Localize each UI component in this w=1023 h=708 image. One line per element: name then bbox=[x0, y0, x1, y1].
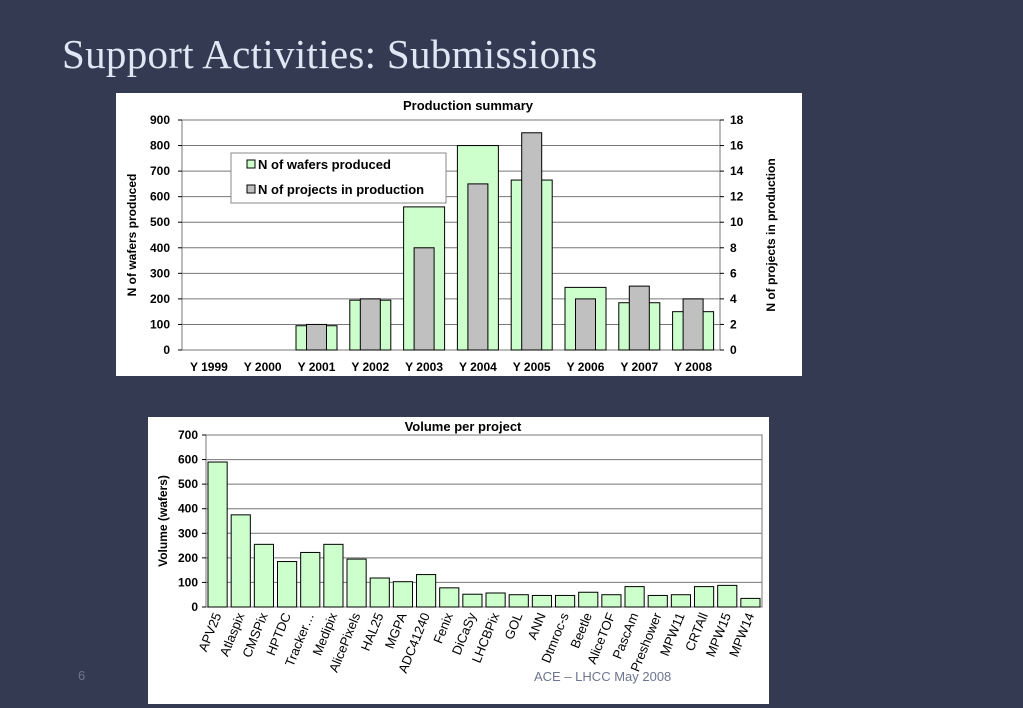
plot-area bbox=[205, 434, 763, 608]
y2-tick-label: 12 bbox=[730, 190, 744, 204]
y2-axis-label: N of projects in production bbox=[764, 158, 778, 311]
projects-bar bbox=[467, 183, 489, 351]
volume-bar bbox=[717, 584, 738, 608]
volume-bar bbox=[647, 594, 668, 608]
chart-title: Production summary bbox=[403, 98, 534, 113]
y-tick-label: 100 bbox=[178, 575, 198, 589]
legend-label-wafers: N of wafers produced bbox=[258, 157, 391, 172]
y-tick-label: 100 bbox=[150, 317, 170, 331]
y2-tick-label: 14 bbox=[730, 164, 744, 178]
x-category-label: Y 2000 bbox=[244, 360, 282, 374]
x-category-label: Y 2002 bbox=[351, 360, 389, 374]
y-tick-label: 300 bbox=[178, 526, 198, 540]
projects-bar bbox=[682, 298, 704, 351]
y-tick-label: 300 bbox=[150, 266, 170, 280]
y-tick-label: 600 bbox=[178, 453, 198, 467]
volume-bar bbox=[323, 543, 344, 608]
legend: N of wafers produced N of projects in pro… bbox=[230, 152, 447, 204]
y2-tick-label: 0 bbox=[730, 343, 737, 357]
y-tick-label: 600 bbox=[150, 190, 170, 204]
volume-bar bbox=[462, 593, 483, 608]
y2-tick-label: 8 bbox=[730, 241, 737, 255]
x-category-label: Y 2004 bbox=[459, 360, 497, 374]
projects-bar bbox=[575, 298, 596, 351]
volume-bar bbox=[740, 597, 761, 608]
x-category-label: Y 2006 bbox=[567, 360, 605, 374]
y-axis-label: N of wafers produced bbox=[125, 174, 139, 297]
production-summary: Production summary0100200300400500600700… bbox=[116, 93, 802, 376]
y-tick-label: 0 bbox=[191, 600, 198, 614]
x-category-label: Y 2007 bbox=[620, 360, 658, 374]
y-tick-label: 400 bbox=[178, 502, 198, 516]
volume-bar bbox=[508, 594, 529, 608]
projects-bar bbox=[628, 285, 650, 351]
chart-title: Volume per project bbox=[405, 419, 522, 434]
projects-bar bbox=[359, 298, 381, 351]
legend-label-projects: N of projects in production bbox=[258, 182, 424, 197]
projects-bar bbox=[413, 247, 435, 351]
projects-bar bbox=[306, 323, 327, 351]
y2-tick-label: 18 bbox=[730, 113, 744, 127]
volume-bar bbox=[230, 514, 251, 608]
y-axis-label: Volume (wafers) bbox=[156, 475, 170, 567]
x-category-label: Y 2005 bbox=[513, 360, 551, 374]
y-tick-label: 700 bbox=[178, 428, 198, 442]
y2-tick-label: 2 bbox=[730, 317, 737, 331]
y-tick-label: 700 bbox=[150, 164, 170, 178]
volume-bar bbox=[300, 551, 321, 608]
footer-text: ACE – LHCC May 2008 bbox=[534, 669, 672, 684]
legend-box bbox=[230, 152, 447, 204]
volume-bar bbox=[277, 561, 298, 608]
y2-tick-label: 10 bbox=[730, 215, 744, 229]
x-category-label: Y 2001 bbox=[298, 360, 336, 374]
x-category-label: Y 1999 bbox=[190, 360, 228, 374]
slide-title: Support Activities: Submissions bbox=[62, 31, 598, 77]
x-category-label: Y 2003 bbox=[405, 360, 443, 374]
volume-bar bbox=[555, 594, 576, 608]
volume-bar bbox=[207, 461, 228, 608]
volume-bar bbox=[485, 592, 506, 608]
volume-bar bbox=[369, 577, 390, 608]
y-tick-label: 900 bbox=[150, 113, 170, 127]
volume-per-project: Volume per project 0 100 200 300 400 500 600 700… bbox=[148, 417, 769, 704]
y-tick-label: 800 bbox=[150, 139, 170, 153]
volume-bar bbox=[392, 581, 414, 608]
volume-bar bbox=[601, 594, 622, 608]
page-number: 6 bbox=[78, 668, 86, 683]
y2-tick-label: 6 bbox=[730, 266, 737, 280]
y-tick-label: 0 bbox=[163, 343, 170, 357]
y-tick-label: 200 bbox=[150, 292, 170, 306]
y2-tick-label: 16 bbox=[730, 139, 744, 153]
x-category-label: Y 2008 bbox=[674, 360, 712, 374]
legend-swatch-projects bbox=[246, 184, 256, 194]
volume-bar bbox=[694, 586, 715, 608]
y-tick-label: 500 bbox=[150, 215, 170, 229]
volume-bar bbox=[624, 586, 645, 608]
volume-bar bbox=[346, 558, 367, 608]
volume-bar bbox=[578, 591, 599, 608]
volume-bar bbox=[670, 594, 691, 608]
volume-bar bbox=[416, 574, 437, 608]
y2-tick-label: 4 bbox=[730, 292, 737, 306]
volume-bar bbox=[531, 594, 552, 608]
y-tick-label: 500 bbox=[178, 477, 198, 491]
y-tick-label: 400 bbox=[150, 241, 170, 255]
volume-bar bbox=[439, 587, 460, 608]
projects-bar bbox=[521, 132, 543, 351]
volume-bar bbox=[253, 543, 274, 608]
y-tick-label: 200 bbox=[178, 551, 198, 565]
legend-swatch-wafers bbox=[246, 159, 256, 169]
